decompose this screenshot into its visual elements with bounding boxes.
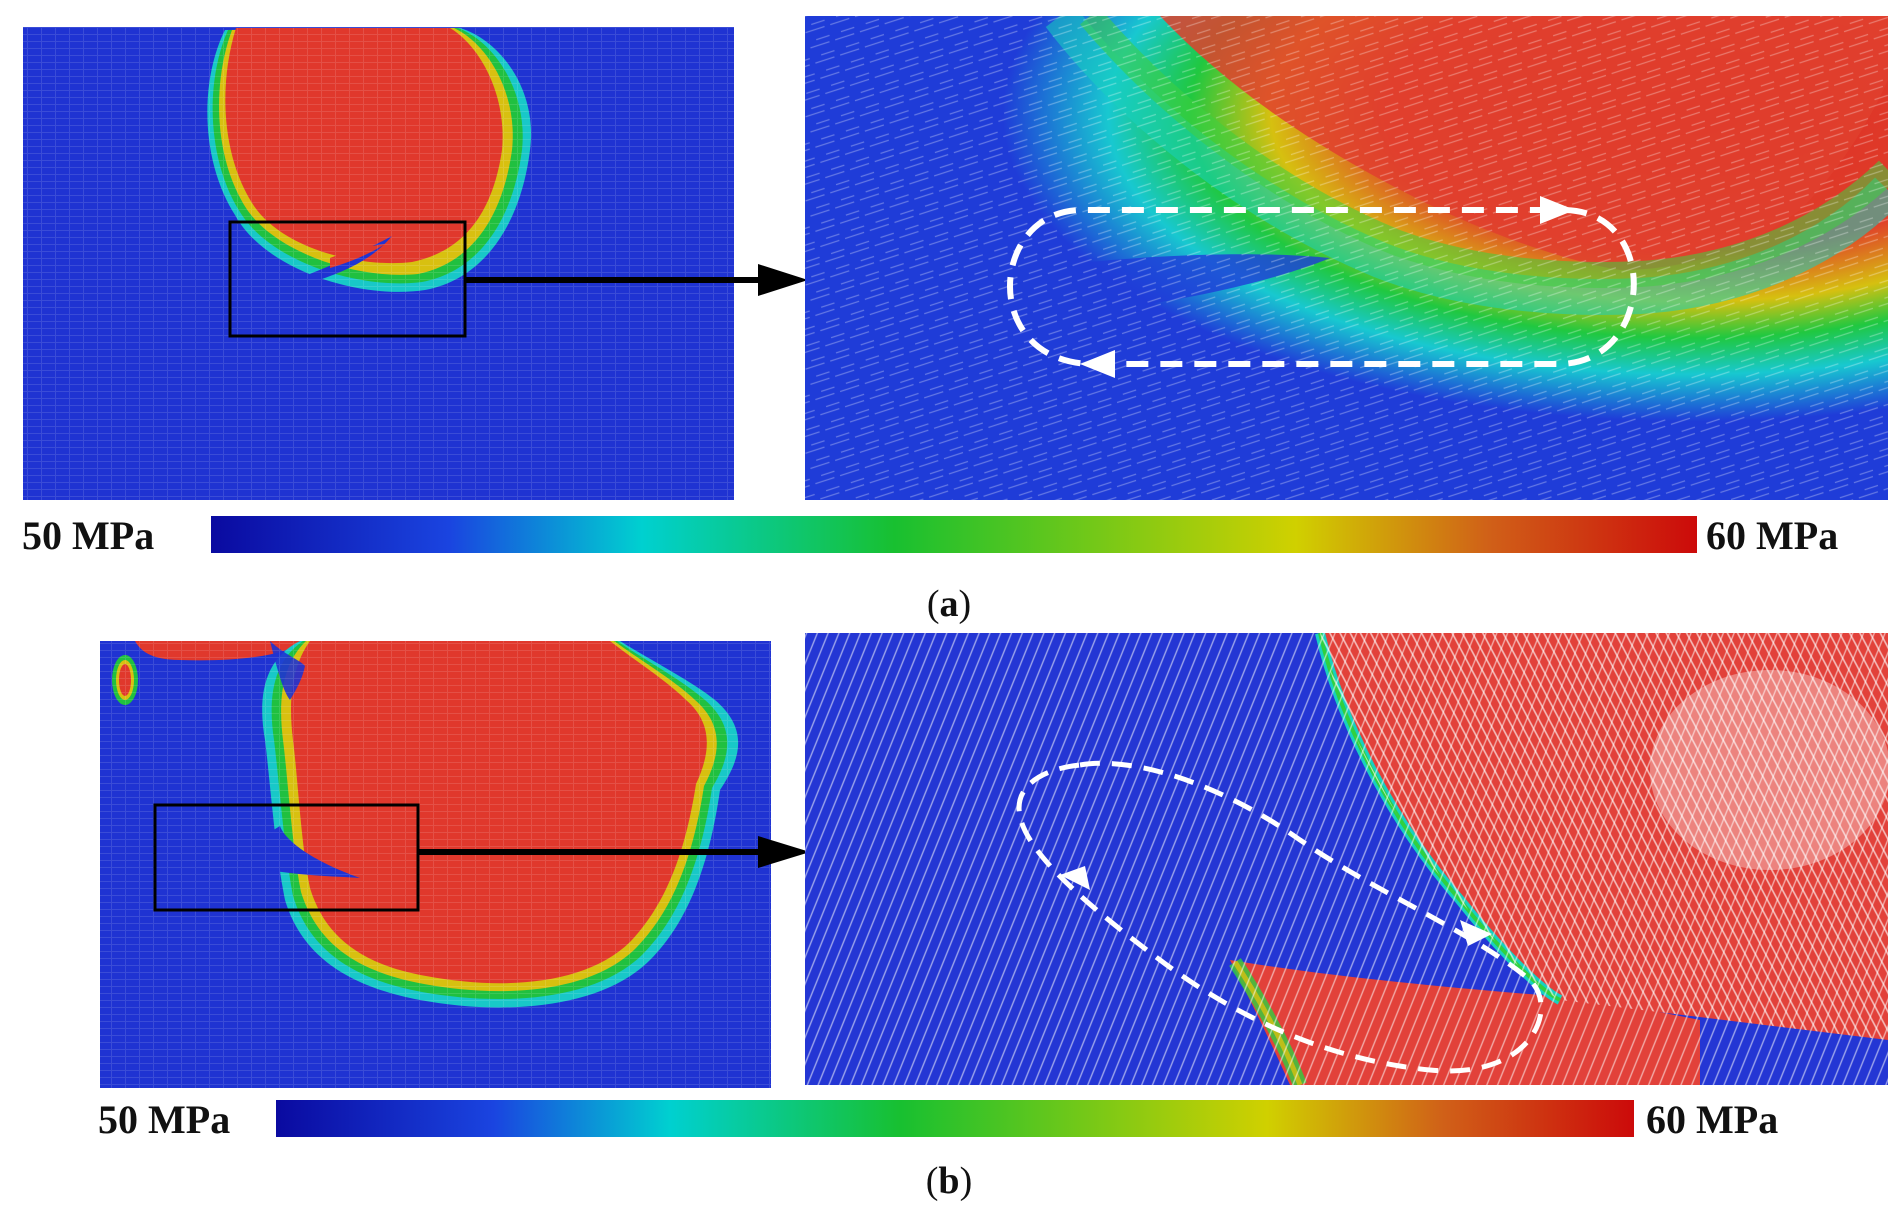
panel-b-caption-open: ( (926, 1160, 939, 1202)
panel-a-caption-close: ) (959, 583, 972, 625)
panel-a-zoom-view (805, 16, 1888, 500)
panel-b-caption-letter: b (938, 1160, 959, 1202)
panel-b: 50 MPa 60 MPa (b) (98, 633, 1888, 1202)
panel-a-colorbar-min-label: 50 MPa (22, 513, 154, 558)
panel-a-overview-contour (23, 27, 734, 500)
panel-a-vortex-loop (1007, 207, 1637, 367)
panel-b-vortex-arrow-left (1060, 866, 1090, 890)
panel-a-colorbar-gradient (211, 516, 1697, 553)
panel-a-caption-open: ( (927, 583, 940, 625)
panel-b-vortex-arrow-right (1460, 920, 1492, 946)
panel-b-zoom-box (153, 803, 420, 912)
panel-a: 50 MPa 60 MPa (a) (22, 16, 1888, 625)
panel-b-zoom-view (805, 633, 1888, 1085)
panel-a-colorbar-max-label: 60 MPa (1706, 513, 1838, 558)
panel-b-overview-contour (100, 641, 771, 1088)
panel-b-vortex-loop (1016, 760, 1544, 1074)
panel-b-caption: (b) (926, 1160, 972, 1202)
panel-a-vortex-arrow-right (1540, 196, 1575, 224)
panel-a-caption: (a) (927, 583, 971, 625)
panel-b-zoom-arrow-head (758, 836, 810, 868)
panel-a-vortex-arrow-left (1080, 350, 1115, 378)
panel-a-zoom-arrow-head (758, 264, 808, 296)
panel-b-colorbar-max-label: 60 MPa (1646, 1097, 1778, 1142)
panel-b-colorbar: 50 MPa 60 MPa (98, 1097, 1778, 1142)
panel-b-colorbar-min-label: 50 MPa (98, 1097, 230, 1142)
panel-b-colorbar-gradient (276, 1100, 1634, 1137)
panel-a-caption-letter: a (940, 583, 959, 625)
panel-a-colorbar: 50 MPa 60 MPa (22, 513, 1838, 558)
panel-b-caption-close: ) (960, 1160, 973, 1202)
